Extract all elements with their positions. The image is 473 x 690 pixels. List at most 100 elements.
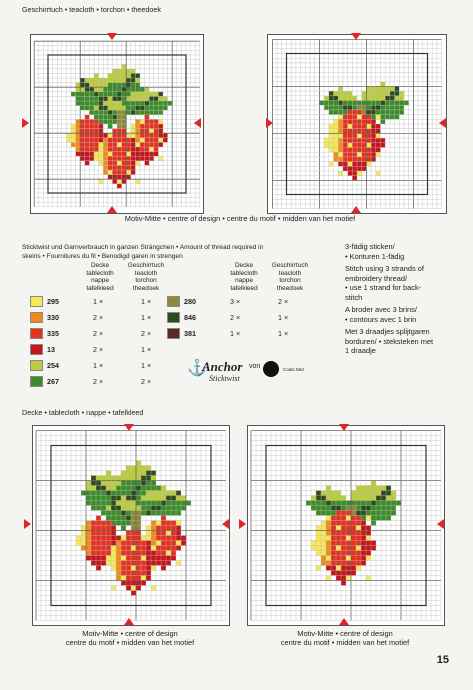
cross-stitch-grid [272,39,442,209]
stitch-cell [146,470,151,476]
stitch-cell [121,119,127,124]
stitch-cell [136,485,141,491]
stitch-cell [156,485,161,491]
stitch-cell [140,137,145,143]
stitch-cell [131,475,136,481]
stitch-cell [331,500,336,506]
stitch-cell [91,550,96,556]
stitch-cell [135,87,140,92]
stitch-cell [326,560,331,566]
stitch-cell [331,490,336,496]
stitch-cell [361,540,366,546]
stitch-cell [121,73,127,78]
stitch-cell [342,161,348,167]
stitch-cell [103,151,108,157]
stitch-cell [326,525,331,531]
stitch-cell [89,91,94,97]
stitch-cell [331,495,336,501]
stitch-cell [163,133,168,138]
stitch-cell [135,101,140,106]
stitch-cell [75,128,81,134]
stitch-cell [80,133,85,138]
skein-count-decke: 2 × [230,313,241,322]
stitch-cell [136,545,141,551]
stitch-cell [96,550,101,556]
stitch-cell [328,138,334,143]
stitch-cell [84,78,90,83]
stitch-cell [136,510,141,516]
stitch-cell [351,535,356,541]
stitch-cell [394,91,400,96]
stitch-cell [101,480,106,486]
stitch-cell [366,575,371,581]
stitch-cell [399,100,404,106]
stitch-cell [107,156,113,161]
stitch-cell [84,156,90,161]
stitch-cell [131,490,136,496]
stitch-cell [386,505,391,511]
stitch-cell [103,105,108,111]
stitch-cell [126,160,131,166]
stitch-cell [151,495,156,501]
stitch-cell [328,161,334,167]
stitch-cell [98,160,104,166]
stitch-cell [126,540,131,546]
stitch-cell [117,82,122,88]
stitch-cell [391,510,396,516]
stitch-cell [361,495,366,501]
stitch-cell [131,550,136,556]
stitch-cell [151,505,156,511]
stitch-cell [375,138,381,143]
note-line: borduren/ • steksteken met [345,336,434,346]
stitch-cell [136,575,141,581]
stitch-cell [103,82,108,88]
stitch-cell [326,565,331,571]
stitch-cell [356,500,361,506]
stitch-cell [126,87,131,92]
stitch-cell [371,540,376,546]
stitch-cell [144,91,150,97]
stitch-cell [112,137,117,143]
stitch-cell [131,545,136,551]
stitch-cell [107,101,113,106]
stitch-cell [328,124,334,129]
stitch-cell [117,119,122,124]
stitch-cell [94,133,99,138]
stitch-cell [84,160,90,166]
stitch-cell [111,545,116,551]
stitch-cell [341,510,346,516]
stitch-cell [131,515,136,521]
stitch-cell [346,575,351,581]
stitch-cell [126,490,131,496]
stitch-cell [135,147,140,152]
stitch-cell [66,137,71,143]
stitch-cell [146,575,151,581]
stitch-cell [96,555,101,561]
stitch-cell [101,490,106,496]
stitch-cell [101,500,106,506]
stitch-cell [346,525,351,531]
stitch-cell [351,545,356,551]
stitch-cell [166,500,171,506]
stitch-cell [111,540,116,546]
stitch-cell [89,96,94,101]
stitch-cell [328,109,334,115]
stitch-cell [380,114,386,120]
stitch-cell [361,161,367,167]
stitch-cell [356,510,361,516]
stitch-cell [333,156,339,162]
stitch-cell [84,114,90,120]
stitch-cell [357,114,362,120]
stitch-cell [326,540,331,546]
stitch-cell [156,550,161,556]
stitch-cell [366,550,371,556]
stitch-cell [131,585,136,591]
stitch-cell [146,475,151,481]
stitch-cell [153,91,159,97]
stitch-cell [375,152,381,157]
stitch-cell [361,152,367,157]
stitch-cell [106,540,111,546]
stitch-cell [89,156,94,161]
stitch-cell [76,540,81,546]
stitch-cell [107,105,113,111]
